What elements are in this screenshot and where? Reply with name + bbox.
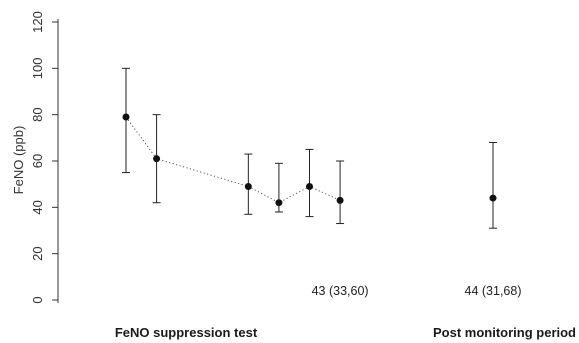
y-tick-label: 80 <box>30 107 45 121</box>
y-tick-label: 20 <box>30 246 45 260</box>
value-annotation: 43 (33,60) <box>312 284 369 298</box>
data-point <box>122 113 130 121</box>
y-tick-label: 60 <box>30 154 45 168</box>
error-bar <box>489 141 497 229</box>
data-points <box>122 113 497 207</box>
data-point <box>306 182 313 190</box>
y-tick-label: 40 <box>30 200 45 214</box>
phase-label: Post monitoring period <box>433 325 576 340</box>
y-tick-label: 120 <box>30 11 45 33</box>
data-point <box>244 182 252 190</box>
y-axis-label: FeNO (ppb) <box>11 126 26 195</box>
error-bars <box>122 67 497 229</box>
y-tick-label: 100 <box>30 57 45 79</box>
annotations: 43 (33,60) 44 (31,68) <box>312 284 522 298</box>
data-point <box>275 199 283 207</box>
phase-labels: FeNO suppression test Post monitoring per… <box>115 325 576 340</box>
data-point <box>153 155 161 163</box>
y-axis: 0 20 40 60 80 100 120 <box>30 11 59 304</box>
phase-label: FeNO suppression test <box>115 325 258 340</box>
data-point <box>336 196 344 204</box>
y-tick-label: 0 <box>30 296 45 303</box>
data-point <box>489 194 497 202</box>
error-bar <box>336 160 345 225</box>
value-annotation: 44 (31,68) <box>465 284 522 298</box>
